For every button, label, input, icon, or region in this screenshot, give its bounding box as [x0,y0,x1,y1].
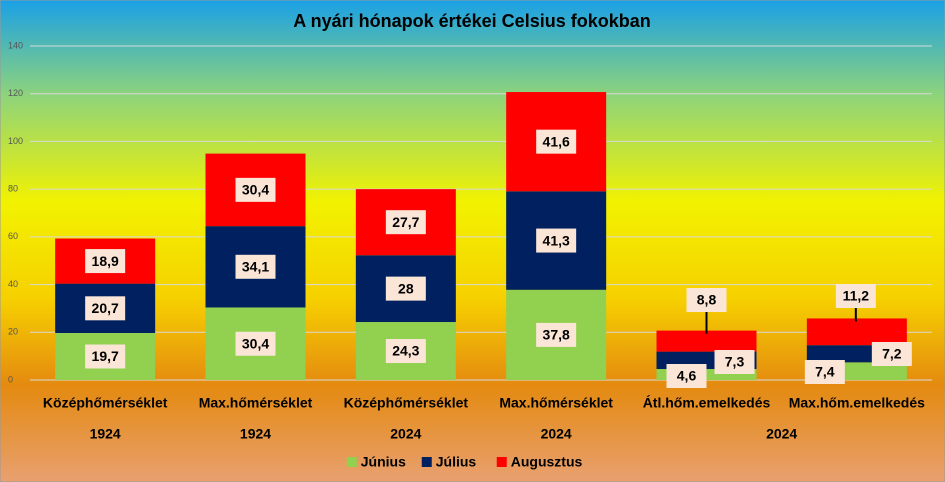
label-box [385,339,426,364]
label-box [804,360,845,384]
data-label: 18,9 [92,253,119,269]
x-tick-label: Középhőmérséklet [344,395,469,411]
data-label: 28 [398,280,414,296]
group-label: 2024 [541,426,572,442]
data-label: 37,8 [543,327,570,343]
label-box [235,331,276,356]
label-box [536,129,577,154]
y-tick-label: 20 [8,327,18,337]
legend-label: Július [436,454,477,470]
label-box [686,288,727,312]
data-label: 7,4 [815,364,835,380]
y-tick-label: 140 [8,40,23,50]
bar-segment [806,318,907,346]
label-box [536,322,577,347]
legend-label: Június [361,454,406,470]
label-box [385,210,426,235]
label-box [835,284,876,308]
label-box [85,296,126,321]
x-tick-label: Max.hőmérséklet [199,395,313,411]
data-label: 8,8 [697,292,717,308]
data-label: 4,6 [677,368,697,384]
y-tick-label: 0 [8,374,13,384]
y-tick-label: 80 [8,184,18,194]
data-label: 41,6 [543,133,570,149]
legend-swatch [346,457,357,467]
label-box [385,276,426,301]
group-label: 1924 [90,426,121,442]
legend-swatch [421,457,432,467]
label-box [536,228,577,253]
data-label: 30,4 [242,182,269,198]
data-label: 7,3 [725,354,745,370]
x-tick-label: Átl.hőm.emelkedés [643,395,771,411]
label-box [85,344,126,369]
label-box [714,350,755,374]
chart-title: A nyári hónapok értékei Celsius fokokban [293,11,650,31]
data-label: 7,2 [882,346,902,362]
data-label: 20,7 [92,300,119,316]
label-box [85,249,126,274]
x-tick-label: Max.hőmérséklet [499,395,613,411]
data-label: 11,2 [843,288,870,304]
y-tick-label: 40 [8,279,18,289]
group-label: 2024 [766,426,797,442]
data-label: 41,3 [543,232,570,248]
y-tick-label: 120 [8,88,23,98]
legend-label: Augusztus [511,454,583,470]
data-label: 24,3 [392,343,419,359]
data-label: 30,4 [242,335,269,351]
data-label: 19,7 [92,348,119,364]
y-tick-label: 100 [8,136,23,146]
legend-swatch [496,457,507,467]
label-box [235,254,276,279]
x-tick-label: Középhőmérséklet [43,395,168,411]
bar-segment [656,330,757,352]
label-box [871,342,912,366]
label-box [235,177,276,202]
data-label: 34,1 [242,259,269,275]
group-label: 1924 [240,426,271,442]
y-tick-label: 60 [8,231,18,241]
data-label: 27,7 [392,214,419,230]
x-tick-label: Max.hőm.emelkedés [789,395,925,411]
group-label: 2024 [390,426,421,442]
label-box [666,364,707,388]
